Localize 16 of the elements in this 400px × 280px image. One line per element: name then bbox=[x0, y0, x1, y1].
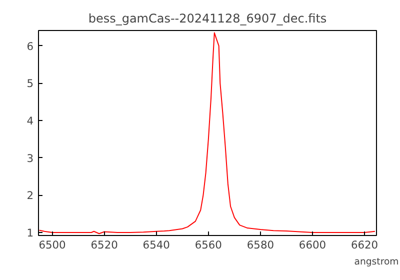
x-tick-label: 6520 bbox=[90, 238, 118, 252]
y-tick-label: 2 bbox=[26, 189, 34, 202]
chart-title: bess_gamCas--20241128_6907_dec.fits bbox=[88, 12, 327, 26]
y-tick-label: 3 bbox=[26, 152, 34, 165]
y-tick-label: 5 bbox=[26, 77, 34, 90]
x-tick-label: 6500 bbox=[38, 238, 66, 252]
x-tick-label: 6580 bbox=[246, 238, 274, 252]
y-tick-label: 4 bbox=[26, 114, 34, 128]
x-axis-title: angstrom bbox=[354, 256, 399, 268]
x-tick-label: 6620 bbox=[350, 238, 378, 252]
y-tick-label: 6 bbox=[26, 40, 34, 53]
y-tick-label: 1 bbox=[26, 226, 34, 240]
x-tick-label: 6540 bbox=[142, 238, 170, 252]
x-tick-label: 6600 bbox=[298, 238, 326, 252]
x-tick-label: 6560 bbox=[194, 238, 222, 252]
line-series bbox=[38, 32, 376, 234]
